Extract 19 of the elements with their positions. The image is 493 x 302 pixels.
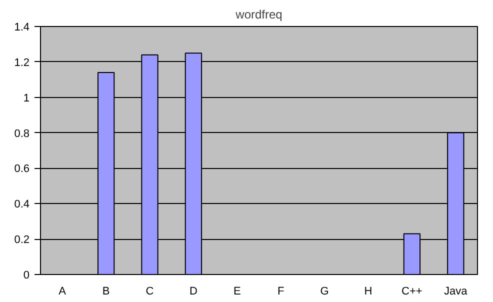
y-tick-label: 1.4 xyxy=(14,22,30,34)
x-tick-label: E xyxy=(233,286,241,298)
x-tick-label: C xyxy=(146,286,154,298)
y-tick-label: 0 xyxy=(23,270,30,282)
y-tick-label: 1.2 xyxy=(14,56,30,69)
x-tick-label: B xyxy=(102,286,110,298)
x-tick-label: G xyxy=(320,286,329,298)
y-tick-label: 0.4 xyxy=(14,198,30,211)
x-tick-label: F xyxy=(277,286,284,298)
y-tick-label: 0.8 xyxy=(14,128,30,140)
x-tick-label: Java xyxy=(444,286,468,298)
y-tick-label: 0.2 xyxy=(14,234,30,246)
y-tick-label: 1 xyxy=(23,92,30,104)
chart-title: wordfreq xyxy=(234,8,282,22)
x-tick-label: C++ xyxy=(402,286,422,298)
x-tick-label: A xyxy=(58,286,67,298)
x-tick-label: H xyxy=(364,286,372,298)
y-tick-label: 0.6 xyxy=(14,163,30,176)
x-tick-label: D xyxy=(189,286,198,298)
